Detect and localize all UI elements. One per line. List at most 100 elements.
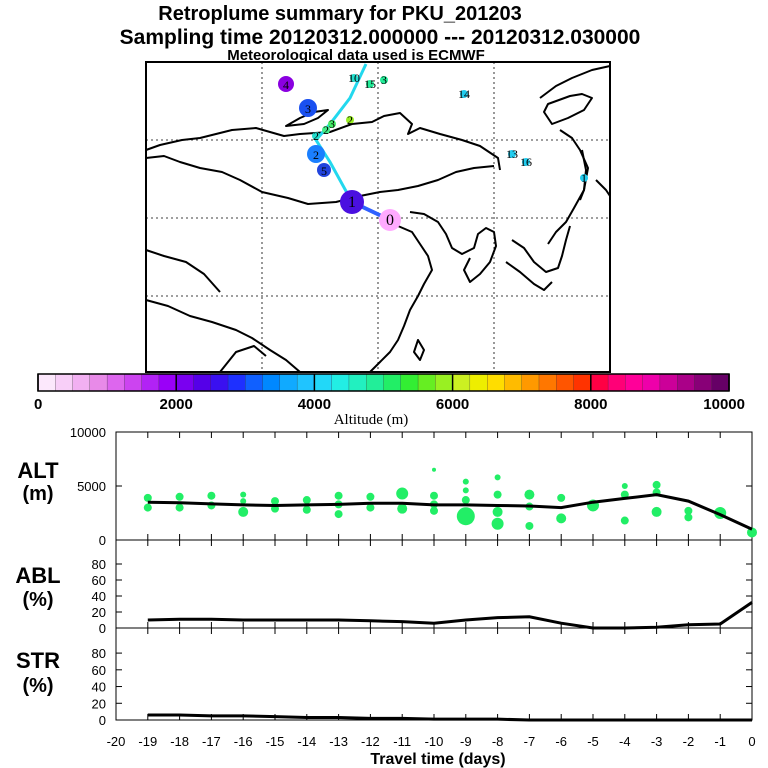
x-tick-label: -20 (107, 734, 126, 749)
track-point-label: 3 (305, 102, 311, 116)
alt-scatter-point (524, 489, 535, 500)
x-tick-label: -10 (425, 734, 444, 749)
y-tick-label: 40 (92, 680, 106, 695)
track-point-label: 2 (313, 148, 319, 162)
chart-title: Retroplume summary for PKU_201203 (158, 3, 521, 25)
track-point-label: 4 (283, 78, 289, 92)
colorbar-cell (694, 373, 713, 392)
colorbar-cell (348, 373, 367, 392)
alt-scatter-point (747, 527, 757, 538)
alt-scatter-point (456, 507, 475, 526)
alt-scatter-point (620, 490, 629, 499)
alt-scatter-point (240, 491, 247, 498)
colorbar-cell (590, 373, 609, 392)
x-tick-label: -8 (492, 734, 504, 749)
colorbar-cell (435, 373, 454, 392)
colorbar-cell (262, 373, 281, 392)
colorbar-cell (417, 373, 436, 392)
track-point-marker (317, 163, 331, 177)
text-marker-label: 2 (313, 129, 319, 143)
colorbar-cell (366, 373, 385, 392)
colorbar-cell (573, 373, 592, 392)
colorbar-cell (296, 373, 316, 392)
track-point-marker (299, 99, 317, 117)
x-tick-label: -19 (138, 734, 157, 749)
alt-scatter-point (238, 506, 249, 517)
alt-scatter-point (432, 467, 436, 472)
colorbar-cell (400, 373, 419, 392)
colorbar-tick-label: 8000 (574, 396, 607, 413)
alt-scatter-point (430, 491, 438, 500)
x-tick-label: -13 (329, 734, 348, 749)
alt-scatter-point (366, 503, 375, 512)
alt-scatter-point (462, 487, 469, 494)
colorbar-cell (607, 373, 627, 392)
series-line (147, 601, 753, 630)
colorbar-label: Altitude (m) (334, 412, 409, 428)
colorbar-cell (383, 373, 402, 392)
colorbar-cell (124, 373, 143, 392)
x-tick-label: -1 (714, 734, 726, 749)
colorbar-cell (72, 373, 91, 392)
alt-scatter-point (271, 497, 279, 506)
panel-ylabel: ABL (15, 563, 60, 588)
colorbar-cell (314, 373, 333, 392)
time-series-panels: 0500010000ALT(m)020406080ABL(%)020406080… (15, 425, 757, 768)
text-marker-dot (522, 158, 530, 166)
alt-scatter-point (492, 506, 503, 517)
y-tick-label: 20 (92, 696, 106, 711)
colorbar-cell (279, 373, 298, 392)
colorbar-cell (711, 373, 730, 392)
alt-scatter-point (462, 478, 469, 485)
text-marker-dot (322, 126, 330, 134)
text-marker-label: 1 (581, 171, 587, 185)
x-tick-label: -5 (587, 734, 599, 749)
panel-ylabel: (m) (22, 483, 53, 505)
text-marker-label: 2 (323, 123, 329, 137)
panel-ylabel: (%) (22, 589, 53, 611)
colorbar-tick-label: 6000 (436, 396, 469, 413)
text-marker-dot (350, 74, 358, 82)
track-point-label: 0 (386, 212, 394, 229)
colorbar-cell (469, 373, 488, 392)
text-marker-dot (380, 76, 388, 84)
panel-ylabel: (%) (22, 675, 53, 697)
alt-scatter-point (684, 506, 693, 515)
y-tick-label: 10000 (70, 425, 106, 440)
series-line (147, 493, 753, 531)
x-tick-label: -16 (234, 734, 253, 749)
alt-scatter-point (620, 516, 629, 525)
alt-scatter-point (366, 492, 375, 501)
alt-scatter-point (491, 517, 504, 530)
text-marker-label: 16 (520, 155, 532, 169)
colorbar-cell (245, 373, 264, 392)
colorbar-cell (625, 373, 644, 392)
x-tick-label: -18 (170, 734, 189, 749)
text-marker-dot (508, 150, 516, 158)
panel-frame (115, 539, 753, 629)
colorbar-cell (659, 373, 678, 392)
colorbar-cell (538, 373, 557, 392)
text-marker-label: 3 (329, 117, 335, 131)
alt-scatter-point (525, 521, 534, 530)
alt-scatter-point (494, 474, 501, 481)
x-tick-label: -7 (524, 734, 536, 749)
text-marker-label: 3 (381, 73, 387, 87)
alt-scatter-point (143, 503, 152, 512)
text-marker-dot (580, 174, 588, 182)
met-note: Meteorological data used is ECMWF (227, 47, 485, 64)
text-marker-label: 15 (364, 77, 376, 91)
colorbar-tick-label: 2000 (160, 396, 193, 413)
colorbar-ticks: 0 2000 4000 6000 8000 10000 (34, 374, 745, 413)
colorbar-cell (193, 373, 212, 392)
alt-scatter-point (684, 513, 693, 522)
x-tick-label: -3 (651, 734, 663, 749)
colorbar-cell (210, 373, 229, 392)
text-marker-dot (460, 90, 468, 98)
track-point-marker (307, 145, 325, 163)
text-marker-dot (346, 116, 354, 124)
alt-scatter-point (461, 496, 470, 505)
